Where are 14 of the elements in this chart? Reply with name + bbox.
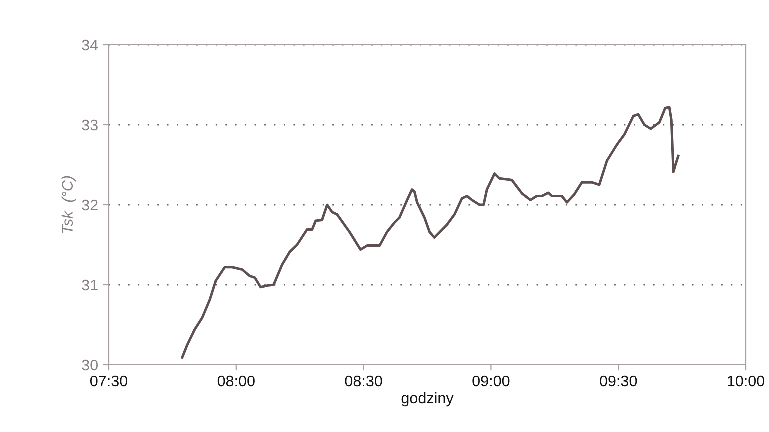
y-axis-title: Tsk (°C) [62,176,76,234]
x-tick-label: 09:00 [472,376,510,387]
y-tick-label: 30 [82,360,98,371]
y-tick-label: 33 [82,120,98,131]
line-series [181,106,680,360]
x-tick-label: 10:00 [728,376,765,387]
x-tick-label: 08:00 [218,376,255,387]
y-tick-label: 32 [82,200,98,211]
y-tick-label: 34 [82,40,98,51]
x-tick-label: 07:30 [90,376,128,387]
y-tick-label: 31 [82,280,98,291]
x-tick-label: 09:30 [600,376,638,387]
x-axis-title: godziny [402,392,454,407]
x-tick-label: 08:30 [345,376,382,387]
